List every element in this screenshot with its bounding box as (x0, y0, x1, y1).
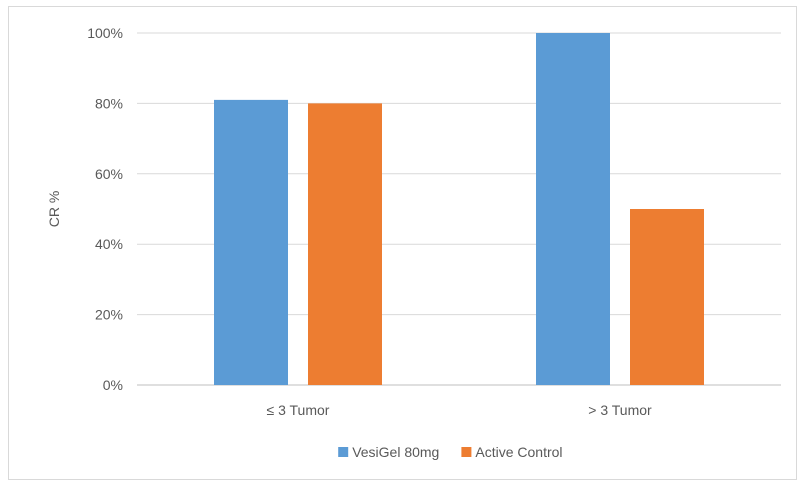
legend-label: VesiGel 80mg (352, 444, 439, 460)
bar (630, 209, 704, 385)
legend-swatch (338, 447, 349, 457)
y-tick-label: 60% (95, 166, 123, 182)
chart-frame: 0% 20% 40% 60% 80% 100% CR % ≤ 3 Tumor > 3 Tumor… (8, 6, 797, 480)
y-tick-label: 0% (103, 377, 123, 393)
y-tick-label: 20% (95, 307, 123, 323)
bar (536, 33, 610, 385)
y-tick-label: 100% (87, 25, 123, 41)
legend-swatch (461, 447, 472, 457)
y-axis-label: CR % (46, 191, 62, 228)
y-tick-label: 40% (95, 236, 123, 252)
bar (214, 99, 288, 385)
legend-label: Active Control (475, 444, 562, 460)
y-tick-label: 80% (95, 95, 123, 111)
x-tick-label: ≤ 3 Tumor (267, 402, 330, 418)
x-tick-label: > 3 Tumor (588, 402, 652, 418)
bar-chart: 0% 20% 40% 60% 80% 100% CR % ≤ 3 Tumor > 3 Tumor… (46, 25, 781, 460)
bar (308, 103, 382, 386)
